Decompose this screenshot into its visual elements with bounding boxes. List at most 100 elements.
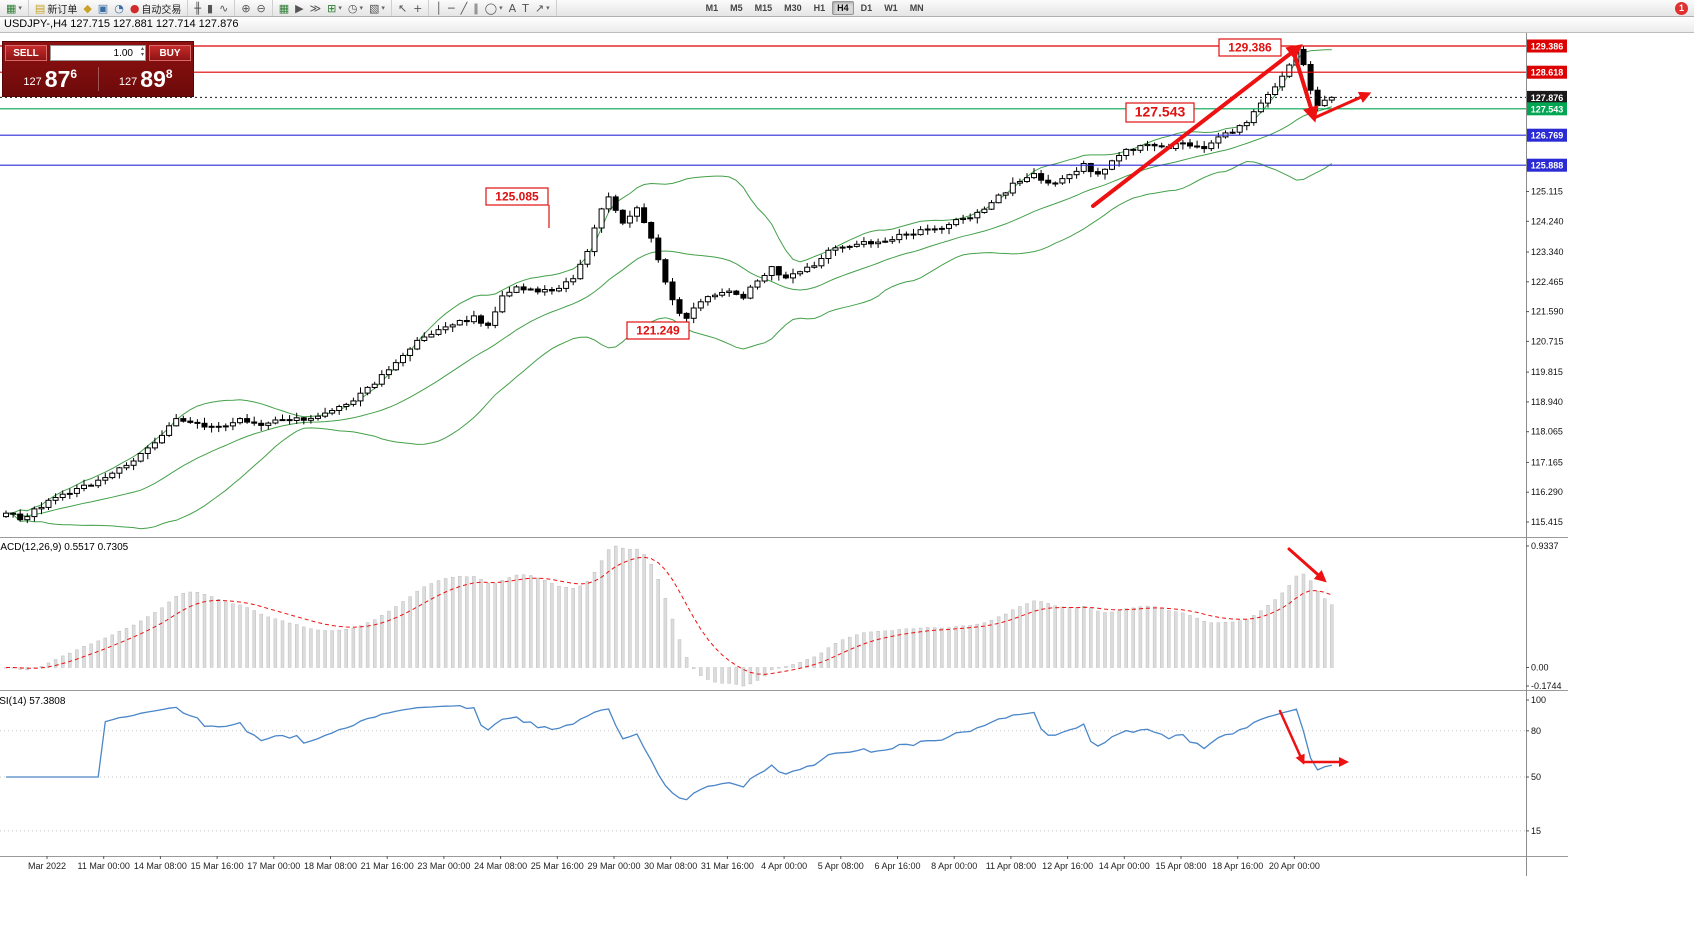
candlestick-chart-button[interactable]: ▮: [204, 1, 216, 16]
timeframe-m15-button[interactable]: M15: [754, 3, 773, 13]
templates-button[interactable]: ▧ ▾: [366, 1, 388, 16]
svg-text:24 Mar 08:00: 24 Mar 08:00: [474, 861, 527, 871]
trend-arrow-main[interactable]: [1312, 91, 1372, 120]
svg-text:121.590: 121.590: [1531, 307, 1564, 317]
channel-button[interactable]: ∥: [470, 1, 482, 16]
chart-shift-button[interactable]: ≫: [307, 1, 325, 16]
candlestick-chart-icon: ▮: [207, 1, 214, 15]
depth-of-market-icon[interactable]: ▣: [95, 1, 111, 16]
toolbar-group: ↖ +: [392, 0, 430, 16]
sell-button[interactable]: SELL: [5, 45, 47, 61]
trend-arrow-main[interactable]: [1091, 44, 1303, 208]
trendline-button[interactable]: ╱: [458, 1, 471, 16]
price-tag-127.543: [1527, 102, 1567, 116]
timeframe-m1-button[interactable]: M1: [705, 3, 719, 13]
alerts-icon[interactable]: ◔: [111, 1, 127, 16]
shapes-button[interactable]: ◯ ▾: [482, 1, 506, 16]
notification-badge[interactable]: 1: [1675, 1, 1688, 15]
chart-title-text: USDJPY-,H4 127.715 127.881 127.714 127.8…: [4, 18, 239, 30]
bid-prefix: 127: [23, 75, 42, 88]
time-axis[interactable]: Mar 2022 11 Mar 00:00 14 Mar 08:00 15 Mar 1…: [28, 856, 1320, 871]
annotation-box-127.543[interactable]: [1125, 102, 1195, 123]
svg-text:4 Apr 00:00: 4 Apr 00:00: [761, 861, 807, 871]
svg-text:30 Mar 08:00: 30 Mar 08:00: [644, 861, 697, 871]
pane-separators: [0, 33, 1568, 876]
timeframe-h4-button[interactable]: H4: [832, 1, 854, 15]
auto-scroll-button[interactable]: ▶: [292, 1, 306, 16]
macd-label: MACD(12,26,9) 0.5517 0.7305: [0, 542, 129, 553]
text-icon: A: [508, 1, 517, 15]
timeframe-mn-button[interactable]: MN: [909, 3, 924, 13]
horizontal-line-icon: ─: [448, 1, 455, 15]
svg-text:124.240: 124.240: [1531, 216, 1564, 226]
annotation-box-129.386[interactable]: [1218, 38, 1282, 57]
ask-prefix: 127: [118, 75, 138, 88]
svg-text:100: 100: [1531, 695, 1546, 705]
annotation-box-121.249[interactable]: [626, 321, 690, 340]
trend-arrow-macd[interactable]: [1287, 547, 1327, 583]
trendline-icon: ╱: [460, 1, 468, 15]
volume-input[interactable]: 1.00 ▴ ▾: [50, 45, 146, 61]
svg-text:122.465: 122.465: [1531, 277, 1564, 287]
chevron-down-icon: ▾: [499, 5, 503, 12]
new-chart-button[interactable]: ▦ ▾: [3, 1, 25, 16]
bid-big: 87: [44, 65, 71, 92]
svg-text:11 Mar 00:00: 11 Mar 00:00: [78, 861, 130, 871]
auto-trading-button[interactable]: ● 自动交易: [127, 1, 185, 16]
auto-trading-button-label: 自动交易: [141, 4, 182, 16]
toolbar-group: │ ─ ╱ ∥ ◯ ▾ A T ↗ ▾: [429, 0, 557, 16]
text-button[interactable]: A: [506, 1, 520, 16]
volume-decrease-button[interactable]: ▾: [140, 52, 144, 58]
new-order-button[interactable]: ▤ 新订单: [32, 1, 80, 16]
svg-text:12 Apr 16:00: 12 Apr 16:00: [1042, 861, 1093, 871]
trend-arrow-main[interactable]: [1293, 54, 1319, 123]
trend-arrow-rsi[interactable]: [1278, 709, 1305, 765]
arrows-icon: ↗: [534, 1, 545, 15]
timeframe-d1-button[interactable]: D1: [860, 3, 873, 13]
arrows-button[interactable]: ↗ ▾: [532, 1, 553, 16]
periods-button[interactable]: ◷ ▾: [345, 1, 366, 16]
cursor-button[interactable]: ↖: [395, 1, 410, 16]
svg-text:5 Apr 08:00: 5 Apr 08:00: [818, 861, 864, 871]
horizontal-line-button[interactable]: ─: [445, 1, 458, 16]
channel-icon: ∥: [473, 1, 479, 15]
svg-text:14 Apr 00:00: 14 Apr 00:00: [1099, 861, 1150, 871]
price-tag-125.888: [1527, 158, 1567, 172]
new-order-button-label: 新订单: [47, 4, 78, 16]
new-order-icon: ▤: [34, 1, 46, 15]
line-chart-button[interactable]: ∿: [216, 1, 231, 16]
annotation-box-125.085[interactable]: [485, 187, 549, 206]
tile-windows-button[interactable]: ▦: [276, 1, 292, 16]
mql5-community-icon[interactable]: ◆: [80, 1, 94, 16]
price-tag-127.876: [1527, 90, 1567, 104]
svg-text:20 Apr 00:00: 20 Apr 00:00: [1269, 861, 1320, 871]
svg-text:14 Mar 08:00: 14 Mar 08:00: [134, 861, 187, 871]
svg-text:11 Apr 08:00: 11 Apr 08:00: [986, 861, 1036, 871]
indicators-button[interactable]: ⊞ ▾: [324, 1, 345, 16]
timeframe-w1-button[interactable]: W1: [884, 3, 898, 13]
text-label-button[interactable]: T: [519, 1, 532, 16]
trend-arrows[interactable]: [1091, 44, 1372, 767]
svg-text:125.115: 125.115: [1531, 187, 1563, 197]
price-axis[interactable]: 125.115 124.240 123.340 122.465 121.590 120.7…: [1526, 39, 1567, 836]
timeframe-m5-button[interactable]: M5: [730, 3, 743, 13]
svg-text:0.9337: 0.9337: [1531, 541, 1559, 551]
zoom-in-button[interactable]: ⊕: [238, 1, 253, 16]
timeframe-m30-button[interactable]: M30: [784, 3, 802, 13]
bar-chart-button[interactable]: ╫: [191, 1, 204, 16]
svg-text:117.165: 117.165: [1531, 457, 1563, 467]
svg-text:15 Mar 16:00: 15 Mar 16:00: [191, 861, 244, 871]
crosshair-button[interactable]: +: [410, 1, 425, 16]
buy-button[interactable]: BUY: [149, 45, 191, 61]
svg-text:118.940: 118.940: [1531, 397, 1563, 407]
top-toolbar: ▦ ▾ ▤ 新订单 ◆ ▣ ◔ ● 自动交易 ╫ ▮ ∿ ⊕ ⊖ ▦ ▶ ≫ ⊞ ▾ ◷ ▾ ▧ ▾ ↖ + │ ─ ╱ ∥ ◯ ▾ A T ↗ ▾…: [0, 0, 1694, 17]
svg-text:115.415: 115.415: [1531, 517, 1563, 527]
timeframe-toolbar: M1 M5 M15 M30 H1 H4 D1 W1 MN: [697, 0, 933, 16]
price-annotations[interactable]: 129.386 127.543 125.085 121.249: [485, 38, 1282, 340]
vertical-line-button[interactable]: │: [432, 1, 445, 16]
svg-text:119.815: 119.815: [1531, 367, 1563, 377]
zoom-out-button[interactable]: ⊖: [254, 1, 269, 16]
volume-increase-button[interactable]: ▴: [140, 46, 144, 52]
timeframe-h1-button[interactable]: H1: [813, 3, 826, 13]
